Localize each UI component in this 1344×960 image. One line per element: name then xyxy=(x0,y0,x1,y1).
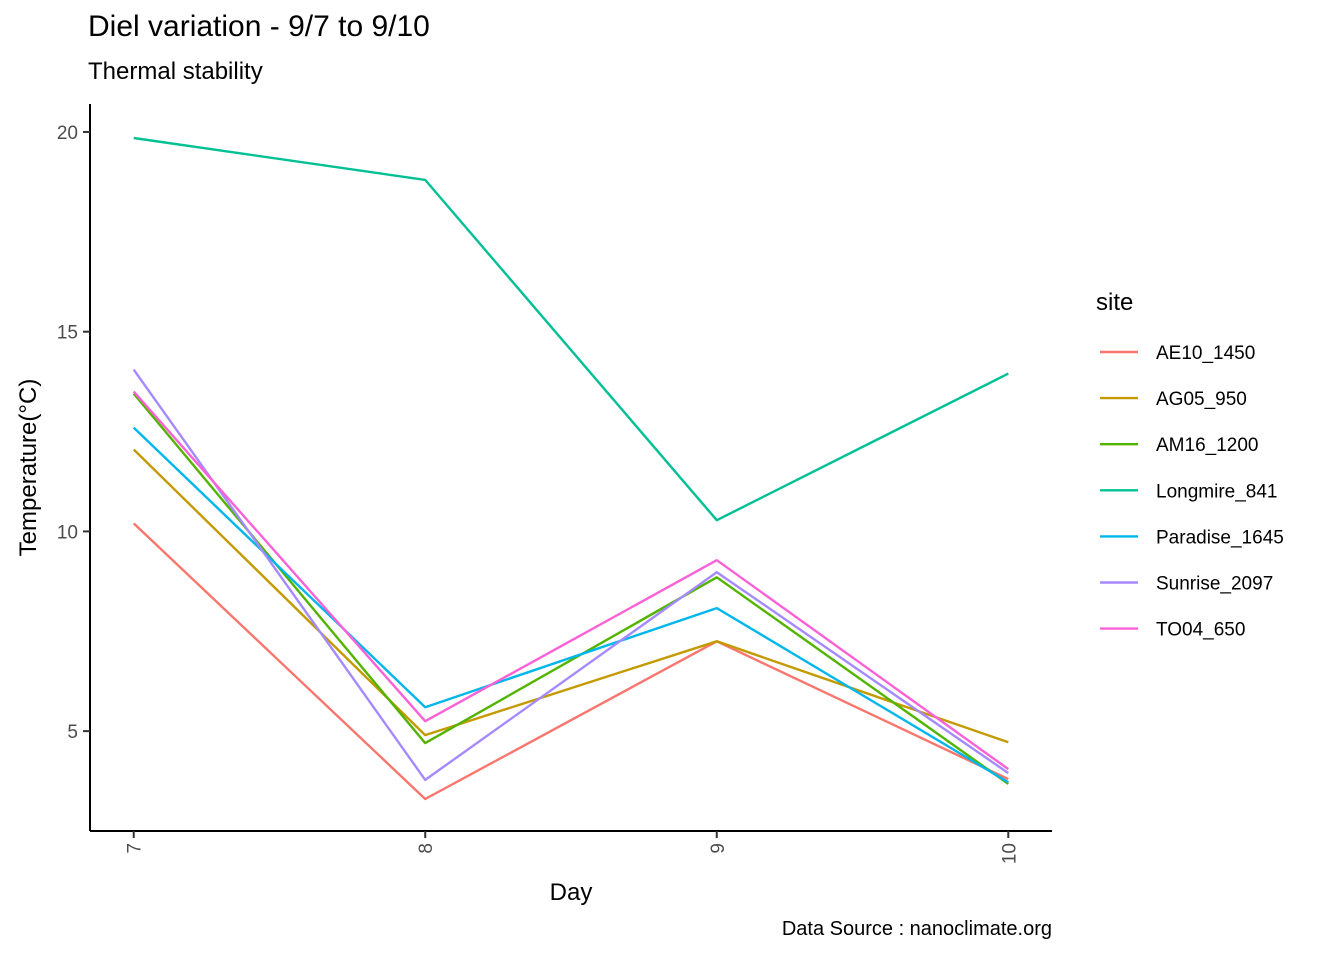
y-tick-label: 10 xyxy=(57,522,78,543)
legend: site AE10_1450 AG05_950 AM16_1200 Longmire_… xyxy=(1096,289,1284,641)
y-axis-ticks: 5 10 15 20 xyxy=(57,123,90,743)
series-lines xyxy=(132,136,1009,801)
series-line-longmire-841 xyxy=(133,136,1009,522)
chart-title: Diel variation - 9/7 to 9/10 xyxy=(88,10,430,43)
x-axis-ticks: 7 8 9 10 xyxy=(125,831,1020,864)
legend-label: AE10_1450 xyxy=(1156,343,1255,364)
series-line-ag05-950 xyxy=(132,448,1009,744)
data-source-caption: Data Source : nanoclimate.org xyxy=(781,918,1052,940)
x-tick-label: 8 xyxy=(416,843,437,854)
x-tick-label: 7 xyxy=(125,843,146,854)
x-tick-label: 10 xyxy=(999,843,1020,864)
y-tick-label: 15 xyxy=(57,323,78,344)
chart-subtitle: Thermal stability xyxy=(88,58,263,85)
legend-label: AM16_1200 xyxy=(1156,435,1258,456)
legend-label: Longmire_841 xyxy=(1156,481,1277,502)
x-tick-label: 9 xyxy=(708,843,729,854)
y-tick-label: 20 xyxy=(57,123,78,144)
legend-label: Sunrise_2097 xyxy=(1156,574,1273,595)
y-tick-label: 5 xyxy=(67,722,78,743)
series-line-am16-1200 xyxy=(132,392,1009,785)
legend-title: site xyxy=(1096,289,1133,316)
x-axis-title: Day xyxy=(550,879,593,906)
y-axis-title: Temperature(°C) xyxy=(15,379,42,557)
legend-label: Paradise_1645 xyxy=(1156,527,1284,548)
legend-label: AG05_950 xyxy=(1156,389,1247,410)
series-line-ae10-1450 xyxy=(132,522,1009,801)
legend-label: TO04_650 xyxy=(1156,620,1245,641)
series-line-to04-650 xyxy=(132,390,1009,771)
series-line-sunrise-2097 xyxy=(132,368,1009,782)
series-line-paradise-1645 xyxy=(132,426,1009,784)
legend-items: AE10_1450 AG05_950 AM16_1200 Longmire_841 Pa… xyxy=(1100,343,1284,641)
